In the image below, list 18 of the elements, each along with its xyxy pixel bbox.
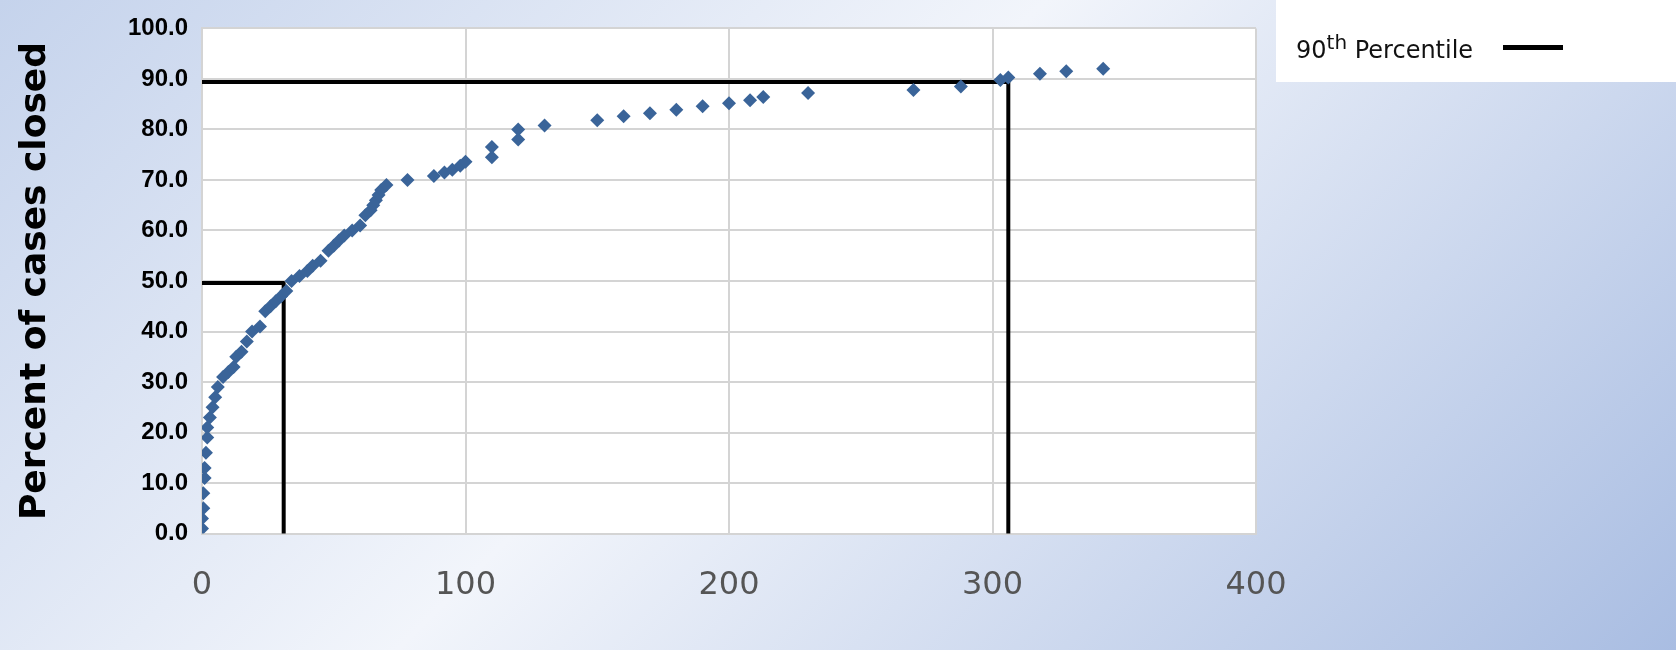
y-tick-label: 50.0	[141, 265, 188, 293]
y-tick-label: 80.0	[141, 114, 188, 142]
y-tick-label: 90.0	[141, 63, 188, 91]
y-axis-title: Percent of cases closed	[11, 41, 53, 521]
y-tick-label: 70.0	[141, 164, 188, 192]
y-tick-label: 20.0	[141, 417, 188, 445]
y-tick-label: 60.0	[141, 215, 188, 243]
x-tick-label: 400	[1225, 563, 1287, 602]
y-tick-label: 10.0	[141, 467, 188, 495]
x-tick-label: 200	[698, 563, 760, 602]
x-tick-label: 100	[434, 563, 497, 602]
y-tick-label: 40.0	[141, 316, 188, 344]
x-tick-label: 300	[961, 563, 1024, 602]
y-tick-label: 30.0	[141, 366, 188, 394]
y-tick-label: 100.0	[127, 13, 188, 41]
legend-label: 90$^{th}$ Percentile	[1296, 30, 1474, 64]
x-tick-label: 0	[191, 563, 213, 602]
y-tick-label: 0.0	[154, 518, 188, 546]
